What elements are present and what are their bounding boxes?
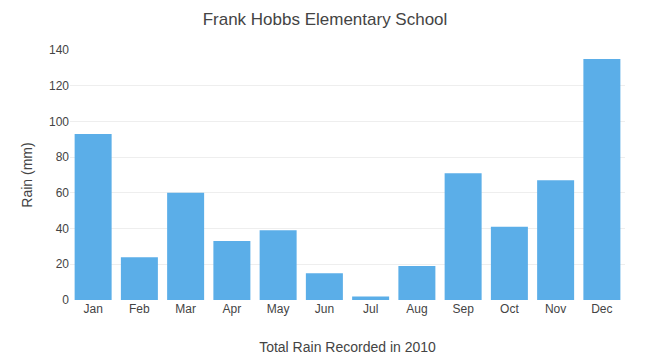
svg-text:Apr: Apr: [223, 302, 242, 316]
svg-text:20: 20: [56, 257, 70, 271]
svg-text:80: 80: [56, 150, 70, 164]
svg-text:100: 100: [49, 115, 69, 129]
svg-text:Rain (mm): Rain (mm): [19, 142, 35, 207]
svg-text:60: 60: [56, 186, 70, 200]
svg-text:40: 40: [56, 222, 70, 236]
svg-text:120: 120: [49, 79, 69, 93]
svg-text:Feb: Feb: [129, 302, 150, 316]
svg-text:0: 0: [62, 293, 69, 307]
svg-text:Frank Hobbs Elementary School: Frank Hobbs Elementary School: [203, 10, 448, 29]
svg-text:Jul: Jul: [363, 302, 378, 316]
svg-text:Sep: Sep: [452, 302, 474, 316]
svg-text:Dec: Dec: [591, 302, 612, 316]
svg-text:Total Rain Recorded in 2010: Total Rain Recorded in 2010: [259, 339, 436, 355]
svg-text:Oct: Oct: [500, 302, 519, 316]
svg-text:May: May: [267, 302, 290, 316]
svg-text:Mar: Mar: [175, 302, 196, 316]
svg-text:140: 140: [49, 43, 69, 57]
svg-text:Jan: Jan: [83, 302, 102, 316]
svg-text:Jun: Jun: [315, 302, 334, 316]
svg-text:Aug: Aug: [406, 302, 427, 316]
svg-text:Nov: Nov: [545, 302, 566, 316]
